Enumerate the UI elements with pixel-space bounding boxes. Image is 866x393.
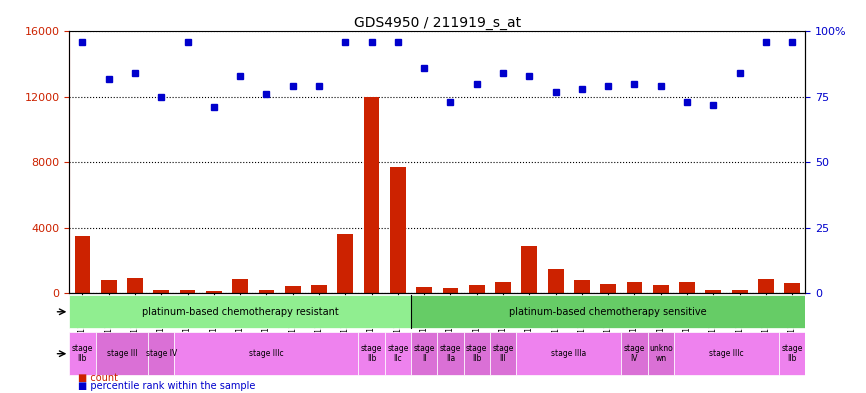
FancyBboxPatch shape [69, 332, 95, 375]
FancyBboxPatch shape [516, 332, 622, 375]
Text: platinum-based chemotherapy resistant: platinum-based chemotherapy resistant [142, 307, 339, 317]
Bar [100, 280, 117, 294]
FancyBboxPatch shape [437, 332, 463, 375]
Text: unkno
wn: unkno wn [649, 344, 673, 364]
Text: stage
IIb: stage IIb [781, 344, 803, 364]
FancyBboxPatch shape [490, 332, 516, 375]
Bar [364, 97, 379, 294]
Bar [285, 286, 301, 294]
Text: stage
IV: stage IV [624, 344, 645, 364]
Bar [74, 236, 90, 294]
Bar [732, 290, 747, 294]
Text: stage
IIb: stage IIb [466, 344, 488, 364]
FancyBboxPatch shape [411, 332, 437, 375]
Bar [232, 279, 248, 294]
Text: stage III: stage III [107, 349, 137, 358]
Bar [180, 290, 196, 294]
Text: stage
IIb: stage IIb [72, 344, 94, 364]
Bar [390, 167, 406, 294]
FancyBboxPatch shape [463, 332, 490, 375]
FancyBboxPatch shape [385, 332, 411, 375]
Bar [338, 235, 353, 294]
FancyBboxPatch shape [411, 295, 805, 328]
Bar [443, 288, 458, 294]
Bar [469, 285, 485, 294]
Bar [206, 291, 222, 294]
FancyBboxPatch shape [69, 295, 411, 328]
Bar [600, 284, 616, 294]
Text: stage IIIc: stage IIIc [249, 349, 284, 358]
Text: stage
IIc: stage IIc [387, 344, 409, 364]
FancyBboxPatch shape [674, 332, 779, 375]
Title: GDS4950 / 211919_s_at: GDS4950 / 211919_s_at [354, 17, 520, 30]
Bar [758, 279, 774, 294]
FancyBboxPatch shape [174, 332, 359, 375]
Text: stage
IIa: stage IIa [440, 344, 462, 364]
FancyBboxPatch shape [622, 332, 648, 375]
Text: ■ percentile rank within the sample: ■ percentile rank within the sample [78, 381, 255, 391]
Bar [521, 246, 537, 294]
Text: ■ count: ■ count [78, 373, 118, 383]
FancyBboxPatch shape [95, 332, 148, 375]
Text: stage
III: stage III [493, 344, 514, 364]
Bar [547, 269, 564, 294]
Bar [627, 282, 643, 294]
FancyBboxPatch shape [359, 332, 385, 375]
Bar [785, 283, 800, 294]
Text: stage IIIc: stage IIIc [709, 349, 744, 358]
Bar [653, 285, 669, 294]
Text: stage IV: stage IV [145, 349, 177, 358]
Text: stage IIIa: stage IIIa [551, 349, 586, 358]
Bar [574, 280, 590, 294]
Text: stage
II: stage II [413, 344, 435, 364]
Bar [311, 285, 326, 294]
Bar [153, 290, 169, 294]
Bar [495, 282, 511, 294]
Bar [679, 282, 695, 294]
Bar [706, 290, 721, 294]
Text: platinum-based chemotherapy sensitive: platinum-based chemotherapy sensitive [509, 307, 707, 317]
Text: stage
IIb: stage IIb [361, 344, 382, 364]
Bar [417, 287, 432, 294]
FancyBboxPatch shape [779, 332, 805, 375]
Bar [259, 290, 275, 294]
FancyBboxPatch shape [648, 332, 674, 375]
FancyBboxPatch shape [148, 332, 174, 375]
Bar [127, 278, 143, 294]
